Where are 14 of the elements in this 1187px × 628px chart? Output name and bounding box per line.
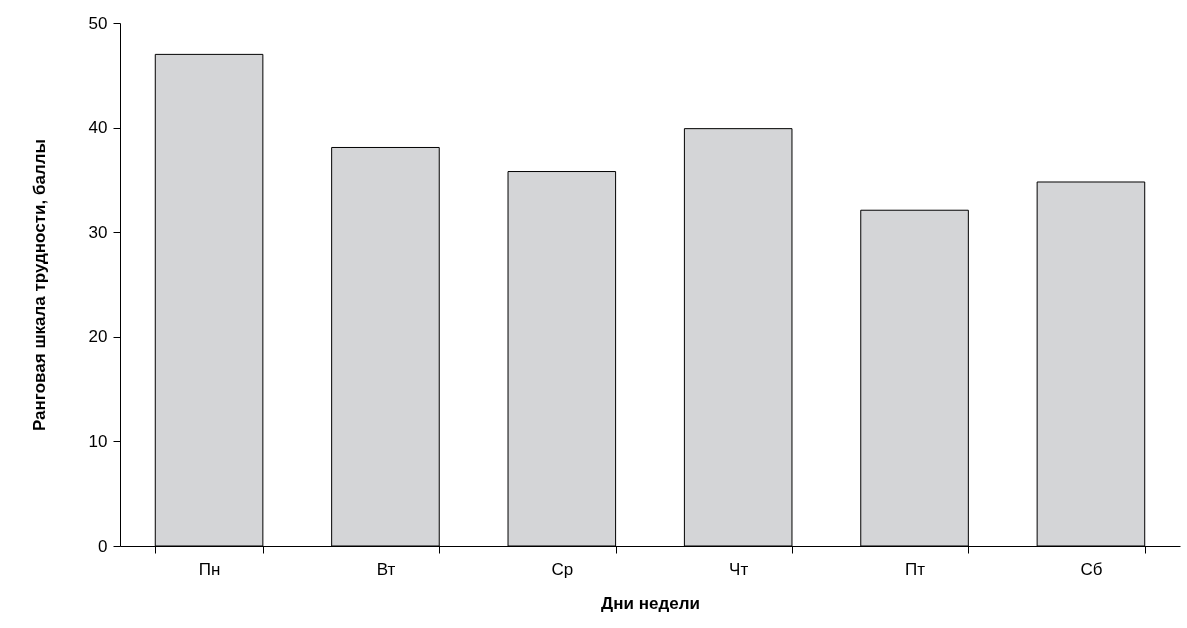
y-tick-label: 50: [88, 13, 108, 33]
y-tick-label: 40: [88, 118, 108, 138]
x-tick-label: Вт: [376, 559, 396, 579]
x-tick-label: Чт: [729, 559, 749, 579]
y-tick-label: 10: [88, 431, 108, 451]
x-tick-label: Пт: [905, 559, 926, 579]
y-axis-title: Ранговая шкала трудности, баллы: [29, 139, 49, 431]
y-tick-label: 20: [88, 327, 108, 347]
x-tick-label: Пн: [198, 559, 221, 579]
x-tick-label: Ср: [551, 559, 574, 579]
y-tick-label: 30: [88, 222, 108, 242]
x-tick-label: Сб: [1080, 559, 1103, 579]
x-axis-title: Дни недели: [601, 593, 700, 613]
y-tick-label: 0: [98, 536, 108, 556]
